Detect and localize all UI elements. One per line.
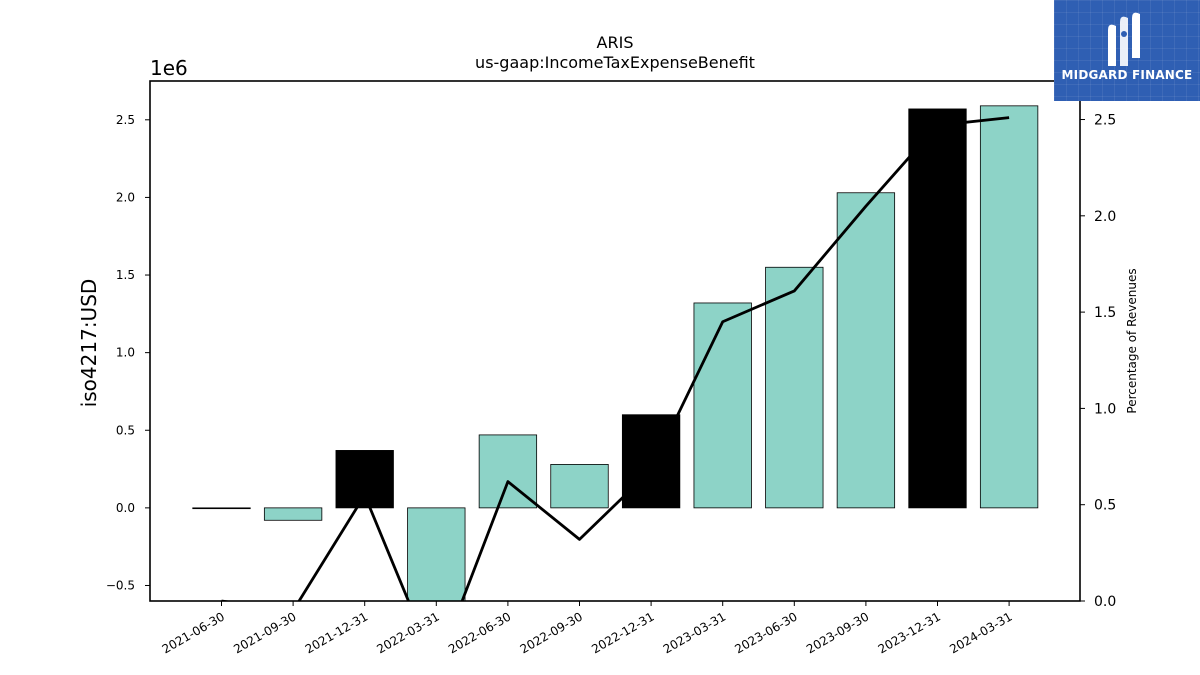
- x-tick-label: 2022-03-31: [374, 609, 441, 656]
- bar-2021-09-30: [263, 507, 323, 521]
- bar-2023-06-30: [765, 266, 824, 509]
- logo-text: MIDGARD FINANCE: [1061, 68, 1193, 82]
- line-series: [221, 116, 1010, 601]
- y-tick-label: 0.5: [116, 423, 135, 437]
- x-tick-label: 2023-09-30: [804, 609, 871, 656]
- y2-tick-label: 1.5: [1094, 305, 1116, 321]
- bar-2021-12-31: [335, 450, 394, 509]
- y-tick-label: 2.0: [116, 190, 135, 204]
- chart-subtitle: us-gaap:IncomeTaxExpenseBenefit: [475, 53, 755, 72]
- x-tick-label: 2024-03-31: [947, 609, 1014, 656]
- bar-2024-03-31: [979, 105, 1039, 509]
- x-tick-label: 2023-03-31: [661, 609, 728, 656]
- bar-2023-03-31: [693, 302, 752, 509]
- x-tick-label: 2021-06-30: [160, 609, 227, 656]
- y2-tick-label: 0.0: [1094, 594, 1116, 610]
- y-tick-label: −0.5: [106, 578, 135, 592]
- x-tick-label: 2021-12-31: [303, 609, 370, 656]
- x-tick-label: 2022-06-30: [446, 609, 513, 656]
- y2-tick-label: 2.0: [1094, 209, 1116, 225]
- y2-axis-label: Percentage of Revenues: [1125, 268, 1139, 413]
- bar-2023-09-30: [836, 192, 896, 509]
- y2-tick-label: 2.5: [1094, 113, 1116, 129]
- x-tick-label: 2023-06-30: [732, 609, 799, 656]
- y-tick-label: 0.0: [116, 501, 135, 515]
- bar-2022-09-30: [550, 464, 609, 509]
- y-tick-label: 1.0: [116, 346, 135, 360]
- y2-tick-label: 1.0: [1094, 401, 1116, 417]
- y-axis-offset-label: 1e6: [150, 56, 188, 80]
- y2-tick-label: 0.5: [1094, 498, 1116, 514]
- x-tick-label: 2021-09-30: [231, 609, 298, 656]
- x-tick-label: 2022-12-31: [589, 609, 656, 656]
- logo-mark-icon: [1108, 12, 1140, 67]
- y-axis-label: iso4217:USD: [77, 279, 101, 408]
- brand-logo: MIDGARD FINANCE: [1054, 0, 1200, 101]
- bar-2022-03-31: [407, 507, 466, 601]
- bar-2023-12-31: [908, 108, 967, 509]
- y-tick-label: 1.5: [116, 268, 135, 282]
- x-tick-label: 2022-09-30: [518, 609, 585, 656]
- x-tick-label: 2023-12-31: [876, 609, 943, 656]
- plot-frame: [149, 80, 1081, 602]
- chart-title: ARIS: [597, 33, 634, 52]
- bar-2021-06-30: [192, 507, 251, 510]
- y-tick-label: 2.5: [116, 113, 135, 127]
